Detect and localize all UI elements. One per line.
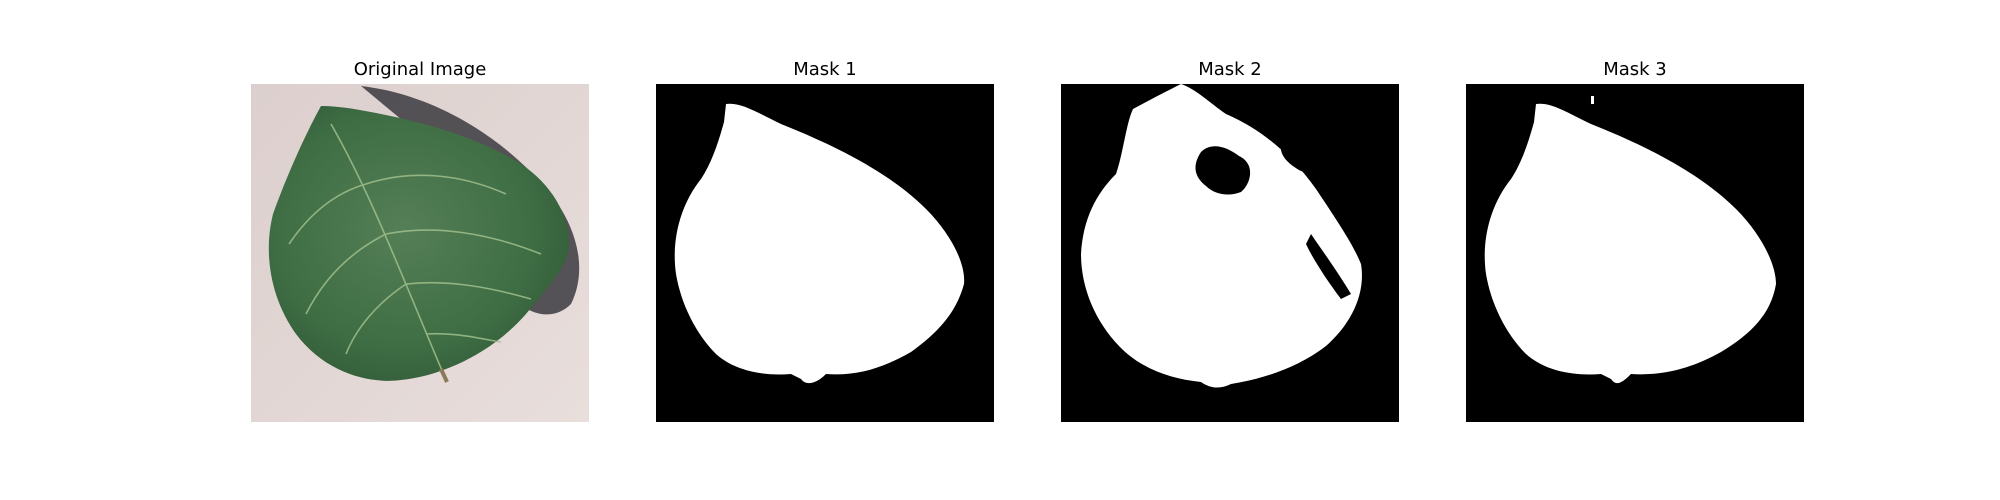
- leaf-photo: [251, 84, 589, 422]
- mask-1-image: [656, 84, 994, 422]
- title-mask-2: Mask 2: [1061, 58, 1399, 82]
- mask-1: [656, 84, 994, 422]
- mask-3: [1466, 84, 1804, 422]
- mask-2-image: [1061, 84, 1399, 422]
- mask-3-image: [1466, 84, 1804, 422]
- original-image: [251, 84, 589, 422]
- title-mask-3: Mask 3: [1466, 58, 1804, 82]
- title-mask-1: Mask 1: [656, 58, 994, 82]
- title-original-image: Original Image: [251, 58, 589, 82]
- mask-2: [1061, 84, 1399, 422]
- mask-speck: [1591, 96, 1594, 104]
